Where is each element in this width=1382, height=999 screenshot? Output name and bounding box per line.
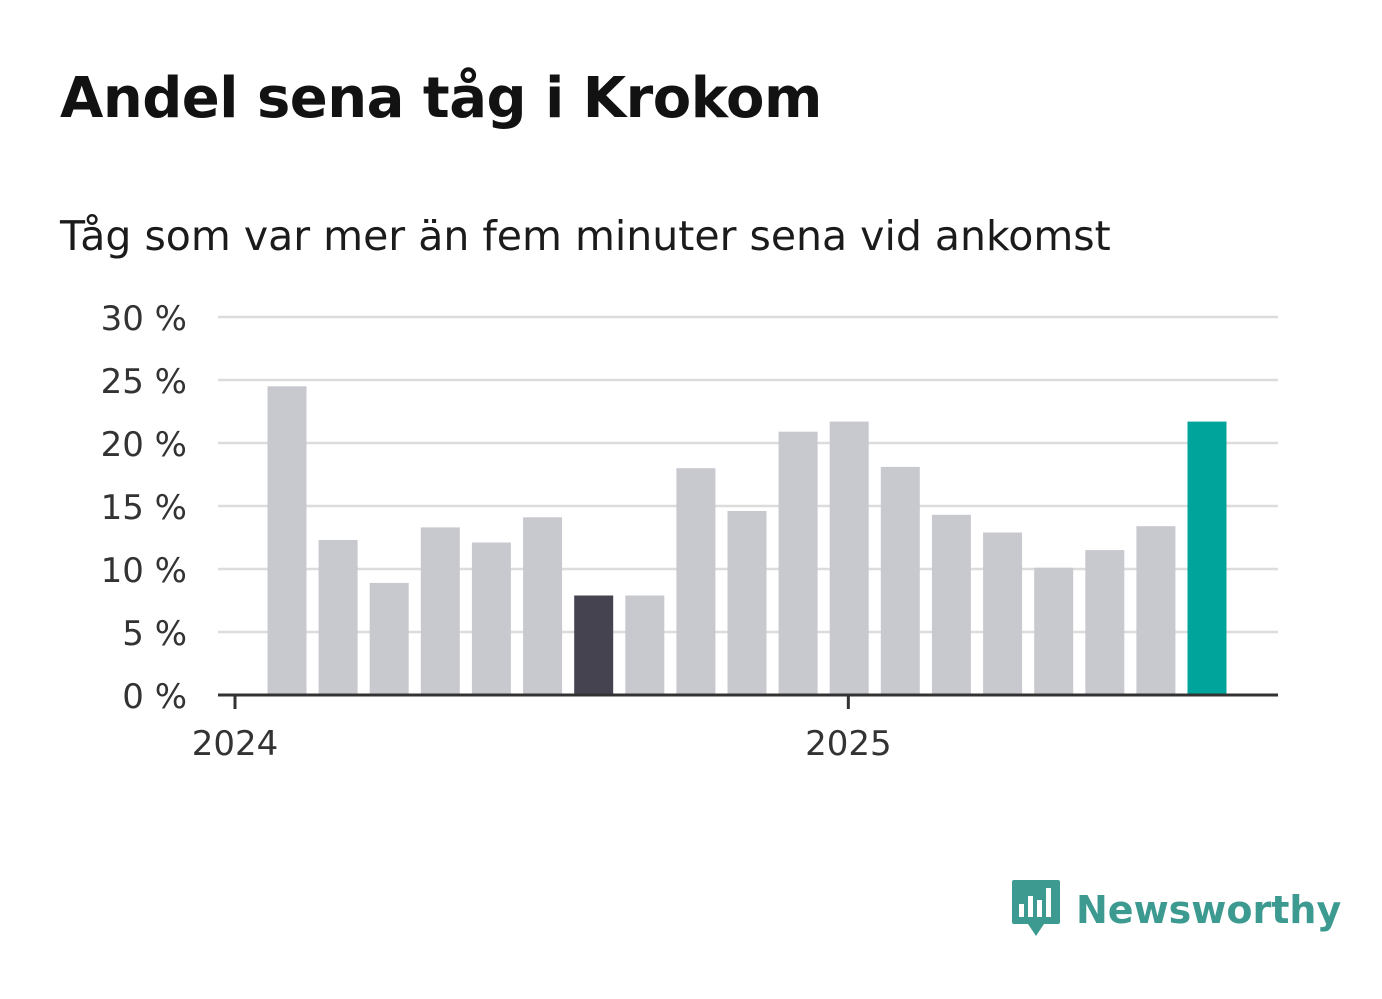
bar: [1187, 421, 1227, 695]
bar: [318, 540, 358, 695]
bar: [676, 468, 716, 695]
chart-subtitle: Tåg som var mer än fem minuter sena vid …: [60, 212, 1111, 260]
bar: [1136, 526, 1176, 695]
bar: [471, 542, 511, 695]
bar: [983, 532, 1023, 695]
bar: [523, 517, 563, 695]
chart-title: Andel sena tåg i Krokom: [60, 66, 822, 131]
x-tick-label: 2024: [192, 724, 279, 764]
axes: 0 % 5 % 10 % 15 % 20 % 25 % 30 % 2024 2025: [101, 299, 1278, 764]
bar: [420, 527, 460, 695]
newsworthy-logo-icon: [1012, 880, 1060, 936]
y-tick-label: 30 %: [101, 299, 187, 339]
bar: [931, 514, 971, 695]
bar: [1085, 550, 1125, 695]
bar: [267, 386, 307, 695]
bar: [1034, 567, 1074, 695]
bar: [625, 595, 665, 695]
bar: [574, 595, 614, 695]
bar: [778, 431, 818, 695]
y-tick-label: 25 %: [101, 362, 187, 402]
bar: [727, 511, 767, 695]
y-tick-label: 15 %: [101, 488, 187, 528]
x-tick-label: 2025: [805, 724, 892, 764]
brand-name: Newsworthy: [1076, 888, 1342, 932]
y-tick-label: 0 %: [122, 677, 187, 717]
y-tick-label: 10 %: [101, 551, 187, 591]
newsworthy-logo: Newsworthy: [1010, 878, 1341, 942]
bar: [369, 582, 409, 695]
y-tick-label: 5 %: [122, 614, 187, 654]
y-tick-label: 20 %: [101, 425, 187, 465]
bars: [267, 386, 1227, 695]
bar: [829, 421, 869, 695]
bar: [880, 466, 920, 695]
